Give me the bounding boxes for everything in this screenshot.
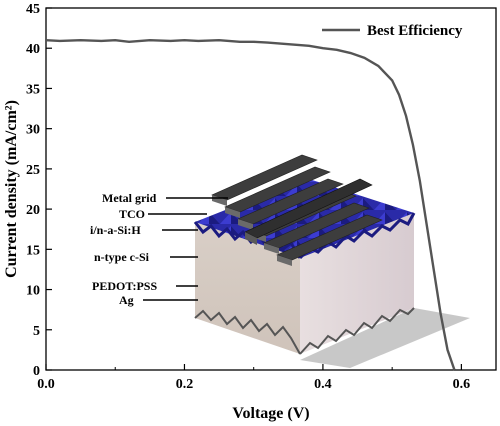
solar-cell-schematic <box>143 154 470 368</box>
layer-label-c-si: n-type c-Si <box>94 250 150 264</box>
y-tick-label: 40 <box>26 42 40 57</box>
layer-label-pedot-pss: PEDOT:PSS <box>92 279 157 293</box>
plot-frame <box>45 7 497 371</box>
y-tick-label: 20 <box>26 203 40 218</box>
x-tick-label: 0.4 <box>314 377 332 392</box>
x-tick-label: 0.0 <box>37 377 55 392</box>
x-tick-label: 0.2 <box>176 377 194 392</box>
y-tick-label: 15 <box>26 243 40 258</box>
axis-ticks <box>45 7 462 371</box>
y-tick-label: 10 <box>26 284 40 299</box>
legend-label: Best Efficiency <box>367 23 463 39</box>
x-axis-title: Voltage (V) <box>232 405 309 422</box>
y-tick-label: 5 <box>33 324 40 339</box>
y-axis-title: Current density (mA/cm²) <box>3 100 20 278</box>
y-tick-label: 35 <box>26 82 40 97</box>
y-tick-label: 45 <box>26 2 40 17</box>
layer-label-metal-grid: Metal grid <box>102 191 157 205</box>
y-tick-label: 30 <box>26 123 40 138</box>
layer-label-ag: Ag <box>119 293 134 307</box>
layer-label-passivation: i/n-a-Si:H <box>90 223 141 237</box>
axis-tick-labels: 0.0 0.2 0.4 0.6 0 5 10 15 20 25 30 35 40 45 <box>26 2 470 392</box>
layer-label-tco: TCO <box>119 207 145 221</box>
y-tick-label: 0 <box>33 364 40 379</box>
y-tick-label: 25 <box>26 163 40 178</box>
legend: Best Efficiency <box>322 23 463 39</box>
x-tick-label: 0.6 <box>453 377 471 392</box>
series-line-best-efficiency <box>45 38 456 371</box>
